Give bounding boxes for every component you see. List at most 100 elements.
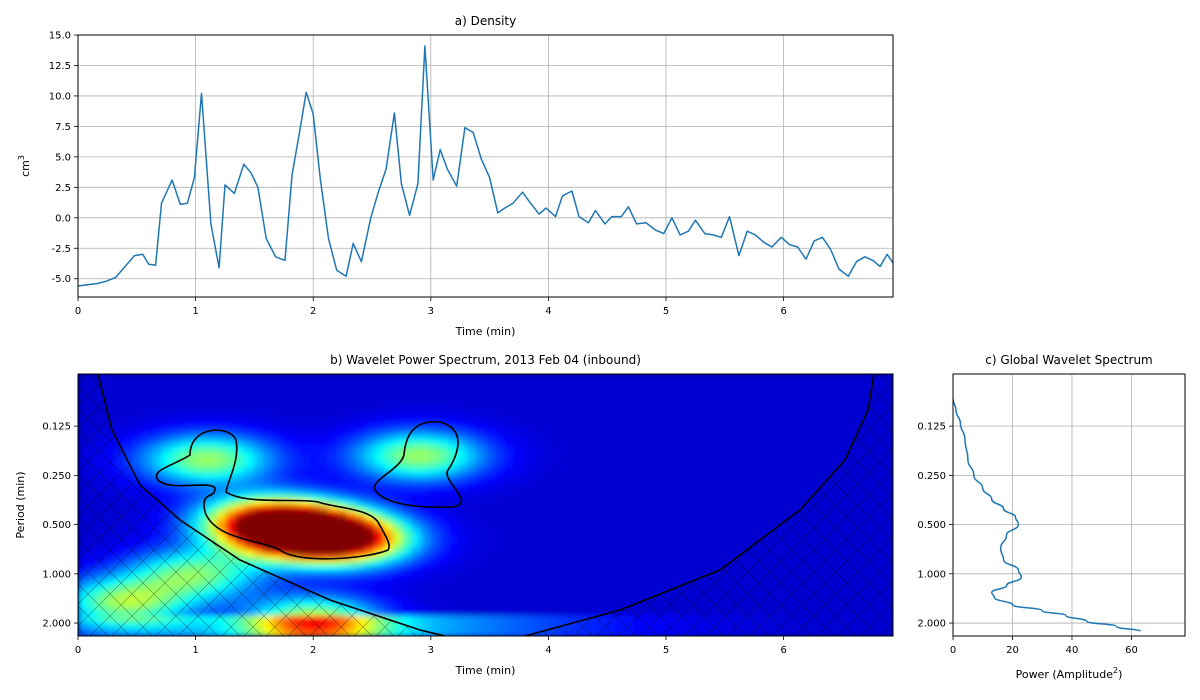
heatmap-cell: [726, 530, 737, 536]
heatmap-cell: [652, 444, 663, 451]
heatmap-cell: [402, 419, 413, 425]
heatmap-cell: [615, 389, 626, 395]
heatmap-cell: [754, 464, 764, 471]
heatmap-cell: [429, 464, 440, 471]
heatmap-cell: [365, 499, 375, 506]
heatmap-cell: [207, 429, 218, 436]
heatmap-cell: [763, 384, 774, 390]
heatmap-cell: [485, 610, 496, 617]
heatmap-cell: [124, 424, 135, 431]
heatmap-cell: [392, 434, 403, 441]
heatmap-cell: [661, 414, 672, 420]
heatmap-cell: [318, 384, 329, 390]
heatmap-cell: [124, 439, 135, 446]
heatmap-cell: [818, 379, 829, 385]
heatmap-cell: [170, 464, 181, 471]
heatmap-cell: [402, 389, 413, 395]
heatmap-cell: [522, 394, 533, 400]
heatmap-cell: [383, 474, 394, 481]
heatmap-cell: [513, 384, 524, 390]
heatmap-cell: [698, 419, 709, 425]
heatmap-cell: [439, 404, 450, 410]
heatmap-cell: [800, 414, 811, 420]
heatmap-cell: [402, 439, 413, 446]
heatmap-cell: [263, 479, 274, 486]
heatmap-cell: [272, 414, 283, 420]
heatmap-cell: [541, 484, 551, 491]
heatmap-cell: [420, 515, 431, 521]
heatmap-cell: [605, 479, 616, 486]
heatmap-cell: [476, 379, 487, 385]
heatmap-cell: [652, 535, 663, 541]
heatmap-cell: [596, 429, 607, 436]
heatmap-cell: [605, 545, 616, 551]
heatmap-cell: [633, 515, 644, 521]
heatmap-cell: [661, 545, 672, 551]
heatmap-cell: [726, 449, 737, 456]
heatmap-cell: [420, 399, 431, 405]
heatmap-cell: [244, 555, 255, 562]
heatmap-cell: [642, 570, 653, 577]
heatmap-cell: [689, 525, 700, 531]
heatmap-cell: [235, 550, 246, 556]
heatmap-cell: [735, 535, 746, 541]
heatmap-cell: [818, 444, 829, 451]
heatmap-cell: [754, 479, 764, 486]
heatmap-cell: [754, 489, 764, 496]
heatmap-cell: [504, 580, 514, 587]
heatmap-cell: [244, 459, 255, 466]
heatmap-cell: [744, 434, 755, 441]
heatmap-cell: [448, 394, 459, 400]
heatmap-cell: [207, 434, 218, 441]
heatmap-cell: [689, 520, 700, 526]
heatmap-cell: [679, 484, 690, 491]
heatmap-cell: [411, 474, 422, 481]
heatmap-cell: [652, 394, 663, 400]
heatmap-cell: [420, 590, 431, 597]
heatmap-cell: [679, 449, 690, 456]
heatmap-cell: [133, 379, 144, 385]
heatmap-cell: [226, 434, 237, 441]
heatmap-cell: [402, 449, 413, 456]
heatmap-cell: [365, 384, 375, 390]
heatmap-cell: [809, 404, 820, 410]
heatmap-cell: [244, 530, 255, 536]
heatmap-cell: [605, 505, 616, 511]
heatmap-cell: [272, 424, 283, 431]
heatmap-cell: [281, 459, 292, 466]
density-ytick-label: 5.0: [55, 152, 71, 163]
heatmap-cell: [309, 454, 320, 461]
heatmap-cell: [337, 489, 348, 496]
heatmap-cell: [781, 459, 792, 466]
heatmap-cell: [772, 424, 783, 431]
heatmap-cell: [568, 535, 579, 541]
heatmap-cell: [670, 565, 681, 572]
heatmap-cell: [429, 479, 440, 486]
heatmap-cell: [244, 454, 255, 461]
heatmap-cell: [152, 479, 162, 486]
heatmap-cell: [476, 555, 487, 562]
heatmap-cell: [763, 449, 774, 456]
heatmap-cell: [522, 620, 533, 627]
heatmap-cell: [559, 545, 570, 551]
heatmap-cell: [189, 439, 199, 446]
heatmap-cell: [531, 444, 542, 451]
heatmap-cell: [559, 615, 570, 622]
heatmap-cell: [670, 374, 681, 380]
heatmap-cell: [272, 439, 283, 446]
heatmap-cell: [300, 535, 311, 541]
heatmap-cell: [429, 575, 440, 582]
heatmap-cell: [717, 389, 727, 395]
heatmap-cell: [791, 374, 801, 380]
heatmap-cell: [115, 429, 125, 436]
heatmap-cell: [605, 424, 616, 431]
heatmap-cell: [670, 459, 681, 466]
heatmap-cell: [587, 489, 598, 496]
heatmap-cell: [198, 424, 209, 431]
heatmap-cell: [550, 484, 561, 491]
heatmap-cell: [328, 515, 338, 521]
heatmap-cell: [281, 399, 292, 405]
heatmap-cell: [161, 419, 172, 425]
heatmap-cell: [309, 505, 320, 511]
heatmap-cell: [235, 454, 246, 461]
